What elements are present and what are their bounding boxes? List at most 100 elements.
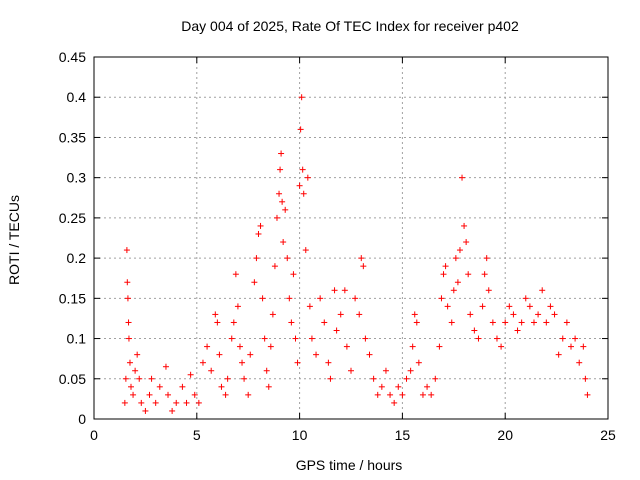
data-point	[333, 327, 340, 334]
y-tick-label: 0.15	[59, 290, 86, 306]
data-point	[212, 311, 219, 318]
data-point	[506, 303, 513, 310]
data-point	[306, 303, 313, 310]
data-point	[479, 303, 486, 310]
x-axis-label: GPS time / hours	[296, 457, 403, 473]
data-point	[277, 166, 284, 173]
data-point	[481, 271, 488, 278]
data-point	[308, 335, 315, 342]
data-point	[280, 239, 287, 246]
data-point	[302, 247, 309, 254]
data-point	[214, 319, 221, 326]
data-point	[130, 391, 137, 398]
data-point	[493, 335, 500, 342]
x-tick-label: 0	[90, 427, 98, 443]
x-tick-label: 5	[193, 427, 201, 443]
data-point	[356, 311, 363, 318]
data-point	[300, 190, 307, 197]
data-point	[459, 174, 466, 181]
data-point	[263, 367, 270, 374]
data-point	[269, 311, 276, 318]
data-point	[358, 255, 365, 262]
data-point	[299, 166, 306, 173]
data-point	[378, 383, 385, 390]
data-point	[247, 351, 254, 358]
data-point	[267, 343, 274, 350]
data-point	[471, 327, 478, 334]
data-point	[535, 311, 542, 318]
data-point	[407, 367, 414, 374]
data-point	[461, 222, 468, 229]
y-axis-label: ROTI / TECUs	[6, 195, 22, 285]
data-point	[325, 359, 332, 366]
data-point	[199, 359, 206, 366]
data-point	[485, 287, 492, 294]
data-point	[539, 287, 546, 294]
data-point	[286, 295, 293, 302]
y-tick-label: 0.2	[67, 250, 87, 266]
data-point	[261, 335, 268, 342]
y-tick-label: 0.25	[59, 210, 86, 226]
data-point	[230, 319, 237, 326]
data-point	[265, 383, 272, 390]
data-point	[530, 319, 537, 326]
data-point	[465, 271, 472, 278]
data-point	[483, 255, 490, 262]
data-point	[547, 303, 554, 310]
y-tick-label: 0.3	[67, 170, 87, 186]
data-point	[584, 391, 591, 398]
data-point	[284, 255, 291, 262]
data-point	[257, 222, 264, 229]
data-point	[208, 367, 215, 374]
data-point	[395, 383, 402, 390]
data-point	[297, 126, 304, 133]
data-point	[475, 335, 482, 342]
data-point	[327, 375, 334, 382]
data-point	[387, 391, 394, 398]
data-point	[463, 239, 470, 246]
data-point	[251, 279, 258, 286]
data-point	[125, 319, 132, 326]
data-point	[582, 375, 589, 382]
data-point	[187, 371, 194, 378]
data-point	[321, 319, 328, 326]
data-point	[165, 391, 172, 398]
data-point	[360, 263, 367, 270]
data-point	[134, 351, 141, 358]
data-point	[343, 343, 350, 350]
data-point	[551, 311, 558, 318]
data-point	[510, 311, 517, 318]
data-point	[572, 335, 579, 342]
data-point	[454, 279, 461, 286]
data-point	[245, 391, 252, 398]
data-point	[411, 311, 418, 318]
data-point	[273, 214, 280, 221]
data-point	[514, 327, 521, 334]
x-tick-label: 20	[497, 427, 513, 443]
data-point	[543, 319, 550, 326]
data-point	[567, 343, 574, 350]
axis-ticks: 0 5 10 15 20 25 0 0.05 0.1 0.15 0.2 0.25 0.3 0.35 0.4 0…	[59, 49, 616, 443]
x-tick-label: 25	[600, 427, 616, 443]
data-point	[228, 335, 235, 342]
data-point	[456, 247, 463, 254]
y-tick-label: 0.35	[59, 129, 86, 145]
data-point	[489, 319, 496, 326]
data-point	[216, 351, 223, 358]
data-point	[331, 287, 338, 294]
data-point	[348, 367, 354, 374]
data-point	[413, 319, 420, 326]
data-point	[148, 375, 155, 382]
data-point	[442, 263, 449, 270]
data-point	[313, 351, 320, 358]
chart-title: Day 004 of 2025, Rate Of TEC Index for r…	[181, 18, 519, 34]
y-tick-label: 0.05	[59, 371, 86, 387]
data-point	[432, 375, 439, 382]
data-point	[162, 363, 169, 370]
data-point	[415, 359, 422, 366]
data-point	[448, 319, 455, 326]
data-point	[222, 391, 229, 398]
data-point	[173, 399, 180, 406]
data-point	[138, 399, 145, 406]
